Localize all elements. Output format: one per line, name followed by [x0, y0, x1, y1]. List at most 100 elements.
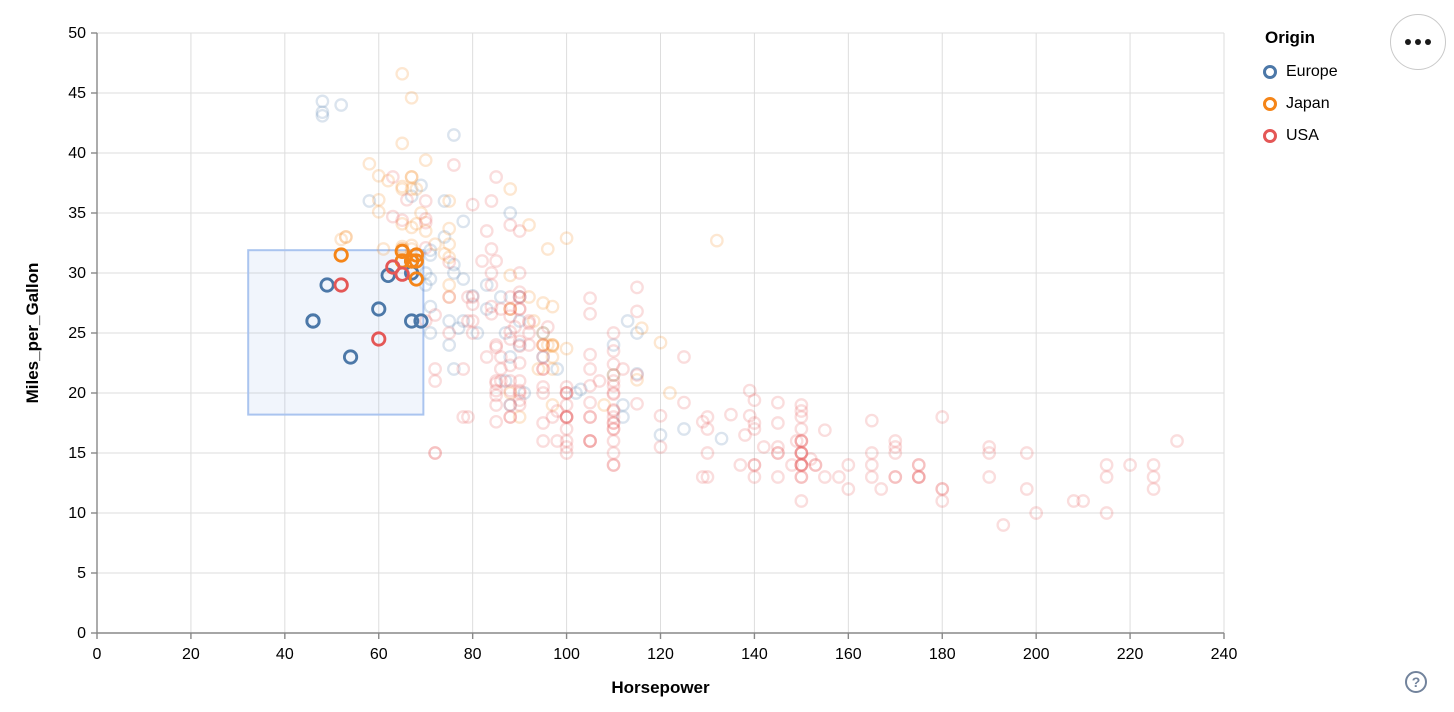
data-point-japan[interactable] [362, 156, 377, 171]
data-point-europe[interactable] [465, 288, 480, 303]
data-point-usa[interactable] [385, 209, 400, 224]
data-point-usa[interactable] [559, 410, 574, 424]
data-point-usa[interactable] [982, 446, 997, 460]
data-point-japan[interactable] [536, 326, 550, 340]
data-point-usa[interactable] [1146, 482, 1161, 496]
data-point-usa[interactable] [522, 316, 536, 331]
data-point-europe[interactable] [315, 108, 330, 123]
data-point-europe[interactable] [456, 214, 471, 229]
data-point-europe[interactable] [315, 105, 330, 120]
data-point-japan[interactable] [526, 314, 541, 328]
data-point-usa[interactable] [512, 374, 527, 388]
data-point-europe[interactable] [442, 314, 457, 328]
data-point-usa[interactable] [747, 393, 762, 408]
data-point-usa[interactable] [503, 383, 518, 398]
data-point-usa[interactable] [559, 440, 574, 454]
data-point-europe[interactable] [677, 422, 691, 436]
data-point-usa[interactable] [982, 440, 997, 454]
data-point-europe[interactable] [512, 314, 527, 328]
data-point-japan[interactable] [503, 302, 518, 316]
data-point-usa[interactable] [794, 434, 809, 448]
data-point-usa[interactable] [512, 266, 527, 280]
data-point-usa[interactable] [606, 416, 621, 430]
data-point-europe[interactable] [447, 128, 461, 142]
data-point-usa[interactable] [911, 470, 926, 484]
data-point-usa[interactable] [1029, 506, 1044, 520]
data-point-usa[interactable] [771, 446, 785, 460]
data-point-usa[interactable] [888, 446, 903, 460]
data-point-usa[interactable] [794, 410, 809, 424]
data-point-japan[interactable] [404, 90, 419, 105]
data-point-usa[interactable] [592, 374, 607, 388]
data-point-japan[interactable] [442, 290, 457, 304]
data-point-usa[interactable] [442, 255, 457, 270]
data-point-japan[interactable] [663, 386, 677, 400]
data-point-usa[interactable] [503, 410, 518, 424]
data-point-japan[interactable] [545, 398, 560, 412]
data-point-usa[interactable] [935, 494, 950, 508]
data-point-usa[interactable] [536, 350, 550, 364]
data-point-japan[interactable] [442, 250, 457, 265]
data-point-japan[interactable] [559, 341, 574, 356]
data-point-usa[interactable] [503, 302, 518, 316]
data-point-japan[interactable] [540, 338, 555, 352]
data-point-europe[interactable] [423, 248, 438, 262]
data-point-usa[interactable] [808, 458, 823, 472]
data-point-europe[interactable] [498, 326, 513, 340]
data-point-usa[interactable] [1099, 458, 1114, 472]
data-point-usa[interactable] [864, 458, 879, 472]
data-point-usa[interactable] [418, 212, 433, 226]
data-point-usa[interactable] [616, 362, 630, 376]
data-point-usa[interactable] [465, 326, 480, 340]
data-point-usa[interactable] [803, 452, 818, 466]
data-point-japan[interactable] [395, 136, 410, 151]
data-point-usa[interactable] [503, 309, 518, 324]
data-point-europe[interactable] [447, 266, 461, 280]
data-point-usa[interactable] [653, 408, 668, 423]
data-point-usa[interactable] [489, 398, 503, 412]
data-point-europe[interactable] [606, 368, 621, 382]
data-point-japan[interactable] [545, 338, 560, 352]
data-point-usa[interactable] [479, 224, 494, 238]
data-point-japan[interactable] [503, 268, 518, 283]
data-point-europe[interactable] [414, 178, 428, 193]
data-point-usa[interactable] [583, 347, 597, 362]
data-point-europe[interactable] [630, 326, 644, 340]
data-point-usa[interactable] [606, 458, 621, 472]
data-point-usa[interactable] [1099, 506, 1114, 520]
data-point-japan[interactable] [634, 321, 649, 336]
data-point-usa[interactable] [606, 446, 621, 460]
data-point-europe[interactable] [503, 398, 518, 412]
data-point-usa[interactable] [484, 194, 499, 208]
data-point-usa[interactable] [794, 434, 809, 448]
data-point-europe[interactable] [536, 326, 550, 340]
data-point-japan[interactable] [408, 253, 424, 269]
data-point-europe[interactable] [517, 386, 532, 400]
data-point-japan[interactable] [428, 237, 442, 252]
data-point-usa[interactable] [583, 410, 597, 424]
data-point-europe[interactable] [342, 349, 359, 365]
data-point-japan[interactable] [418, 153, 433, 168]
data-point-usa[interactable] [503, 218, 518, 232]
data-point-europe[interactable] [442, 338, 457, 352]
data-point-usa[interactable] [794, 434, 809, 448]
data-point-usa[interactable] [479, 350, 494, 364]
data-point-usa[interactable] [794, 446, 809, 460]
data-point-usa[interactable] [794, 404, 809, 418]
data-point-usa[interactable] [489, 338, 503, 352]
data-point-usa[interactable] [747, 458, 762, 472]
data-point-usa[interactable] [536, 416, 550, 430]
data-point-europe[interactable] [512, 290, 527, 304]
data-point-usa[interactable] [742, 383, 757, 398]
data-point-usa[interactable] [794, 494, 809, 508]
data-point-usa[interactable] [536, 380, 550, 394]
data-point-usa[interactable] [794, 398, 809, 412]
data-point-usa[interactable] [747, 416, 762, 430]
data-point-usa[interactable] [503, 410, 518, 424]
help-button[interactable]: ? [1405, 671, 1427, 693]
data-point-japan[interactable] [442, 221, 457, 236]
data-point-japan[interactable] [653, 335, 668, 350]
data-point-usa[interactable] [536, 434, 550, 448]
